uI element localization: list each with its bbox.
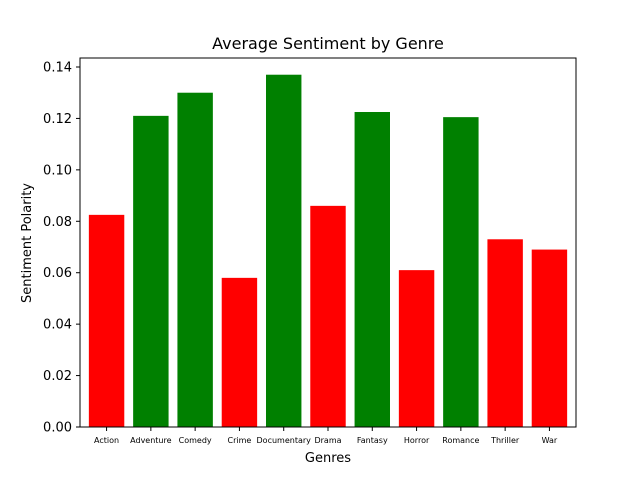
y-tick-label: 0.08: [43, 215, 72, 230]
x-tick-label: Fantasy: [357, 436, 388, 445]
x-tick-label: Crime: [228, 436, 252, 445]
x-tick-label: Documentary: [257, 436, 312, 445]
x-tick-label: Drama: [314, 436, 341, 445]
x-tick-label: Adventure: [130, 436, 171, 445]
y-tick-label: 0.02: [43, 369, 72, 384]
bar-documentary: [266, 74, 302, 427]
bar-drama: [310, 205, 346, 427]
x-tick-label: Romance: [442, 436, 479, 445]
y-tick-label: 0.06: [43, 266, 72, 281]
y-axis-label: Sentiment Polarity: [20, 183, 35, 303]
y-tick-label: 0.12: [43, 112, 72, 127]
x-axis-label: Genres: [305, 451, 351, 466]
x-tick-label: Horror: [404, 436, 430, 445]
y-tick-label: 0.10: [43, 163, 72, 178]
bar-adventure: [133, 115, 169, 427]
bar-war: [531, 249, 568, 427]
y-tick-label: 0.04: [43, 318, 72, 333]
x-tick-label: War: [542, 436, 558, 445]
plot-frame: [79, 57, 577, 428]
bar-thriller: [487, 239, 523, 427]
bar-crime: [221, 277, 258, 427]
x-tick-label: Action: [94, 436, 119, 445]
x-tick-label: Comedy: [179, 436, 212, 445]
bar-action: [88, 214, 125, 427]
bar-romance: [443, 117, 479, 428]
chart-title: Average Sentiment by Genre: [212, 34, 444, 53]
y-tick-label: 0.00: [43, 421, 72, 436]
bar-fantasy: [354, 112, 390, 427]
plot-area: Action Adventure Comedy Crime Documentary Dra…: [43, 57, 577, 445]
y-tick-label: 0.14: [43, 61, 72, 76]
bar-comedy: [177, 92, 213, 427]
bar-horror: [398, 270, 435, 427]
x-tick-label: Thriller: [490, 436, 520, 445]
